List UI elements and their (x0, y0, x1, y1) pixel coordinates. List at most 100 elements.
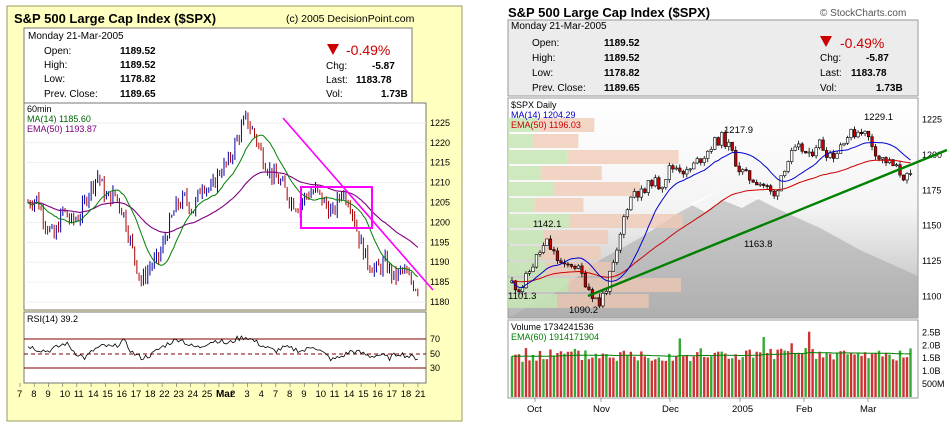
right-volume-profile-bar (568, 278, 682, 292)
right-candle-body (852, 129, 857, 138)
right-annotation-1090: 1090.2 (569, 305, 598, 316)
right-volume-bar (741, 357, 744, 397)
right-volume-bar (811, 349, 814, 397)
right-y-tick-label: 1150 (922, 221, 941, 231)
left-price-pane (23, 102, 427, 311)
right-volume-bar (636, 360, 640, 397)
right-candle-body (772, 190, 776, 197)
right-volume-bar (510, 356, 514, 397)
left-x-tick-label: 2 (230, 389, 235, 400)
left-x-tick-label: 8 (31, 389, 36, 400)
right-volume-bar (874, 353, 877, 397)
left-x-tick-label: 14 (344, 389, 355, 400)
right-open-label: Open: (532, 38, 559, 49)
right-candle-body (625, 209, 629, 218)
right-candle-body (800, 143, 804, 152)
left-y-tick-label: 1210 (430, 178, 450, 188)
right-candle-body (660, 186, 664, 190)
right-volume-bar (786, 351, 790, 397)
left-last-label: Last: (326, 75, 348, 86)
left-chg-value: -5.87 (372, 61, 395, 72)
right-candle-body (618, 233, 622, 251)
right-volume-bar (710, 356, 713, 397)
left-x-tick-label: 7 (273, 389, 278, 400)
right-volume-bar (727, 358, 730, 397)
right-vol-value: 1.73B (876, 83, 903, 94)
right-volume-bar (731, 358, 734, 397)
right-down-arrow-icon (820, 36, 832, 47)
right-candle-body (611, 262, 615, 272)
left-x-tick-label: 22 (159, 389, 170, 400)
right-volume-axis: 2.5B 2.0B 1.5B 1.0B 500M (922, 327, 945, 389)
right-low-label: Low: (532, 68, 553, 79)
left-x-tick-label: 17 (131, 389, 142, 400)
right-volume-bar (647, 358, 650, 397)
right-volume-bar (804, 348, 807, 397)
right-volume-profile-bar (538, 118, 595, 132)
right-candle-body (548, 238, 553, 250)
left-high-label: High: (44, 60, 67, 71)
right-ema-label: EMA(50) 1196.03 (511, 120, 581, 130)
right-vol-ema-label: EMA(60) 1914171904 (511, 332, 599, 342)
right-volume-profile-bar (508, 230, 544, 244)
right-volume-bar (790, 343, 793, 397)
right-volume-bar (832, 359, 835, 397)
right-candle-body (552, 249, 556, 252)
left-chg-label: Chg: (326, 61, 347, 72)
right-volume-bar (895, 360, 898, 397)
right-volume-bar (762, 337, 765, 397)
right-volume-bar (724, 353, 727, 397)
right-y-tick-label: 1200 (922, 150, 942, 160)
right-candle-body (807, 151, 811, 154)
right-volume-bar (860, 355, 863, 397)
right-candle-body (818, 139, 822, 149)
left-low-label: Low: (44, 74, 65, 85)
right-volume-bar (856, 352, 860, 397)
left-x-tick-label: 10 (315, 389, 326, 400)
right-candle-body (597, 297, 601, 307)
left-high-value: 1189.52 (120, 60, 156, 71)
right-volume-bar (549, 349, 552, 397)
left-open-value: 1189.52 (120, 46, 156, 57)
right-volume-bar (668, 353, 671, 397)
left-trendline (282, 117, 434, 291)
left-y-tick-label: 1205 (430, 198, 450, 208)
right-candle-body (814, 147, 818, 157)
left-quote-date: Monday 21-Mar-2005 (28, 31, 124, 42)
right-candle-body (849, 129, 853, 138)
right-volume-bar (514, 354, 517, 397)
left-x-tick-label: 18 (401, 389, 412, 400)
right-candle-body (685, 169, 689, 175)
left-x-tick-label: 24 (188, 389, 199, 400)
right-candle-body (779, 175, 783, 192)
right-volume-bar (772, 359, 776, 397)
right-trendline (587, 148, 948, 298)
left-low-value: 1178.82 (120, 74, 156, 85)
right-annotation-1229: 1229.1 (864, 112, 893, 123)
right-volume-bar (622, 350, 626, 397)
right-candle-body (769, 185, 773, 192)
right-candle-body (538, 252, 542, 255)
right-volume-bar (521, 361, 524, 397)
left-highlight-box (300, 186, 373, 229)
right-volume-bar (825, 352, 828, 397)
right-candle-body (866, 130, 871, 138)
left-chart: S&P 500 Large Cap Index ($SPX) (c) 2005 … (6, 5, 463, 422)
left-quote-box (23, 27, 413, 104)
right-candle-body (622, 216, 626, 235)
right-ma-label: MA(14) 1204.29 (511, 110, 576, 120)
right-volume-bar (678, 338, 681, 397)
right-candle-body (786, 161, 790, 172)
right-volume-bar (605, 354, 608, 397)
right-volume-bar (671, 360, 674, 397)
right-volume-profile-bar (534, 198, 584, 212)
right-candle-body (720, 132, 724, 146)
left-x-tick-label: 15 (358, 389, 369, 400)
right-volume-bar (570, 351, 573, 397)
left-rsi-tick-50: 50 (430, 349, 440, 359)
right-candle-body (762, 183, 766, 186)
left-y-tick-label: 1215 (430, 158, 450, 168)
right-volume-bar (867, 358, 870, 397)
left-down-arrow-icon (327, 44, 339, 55)
